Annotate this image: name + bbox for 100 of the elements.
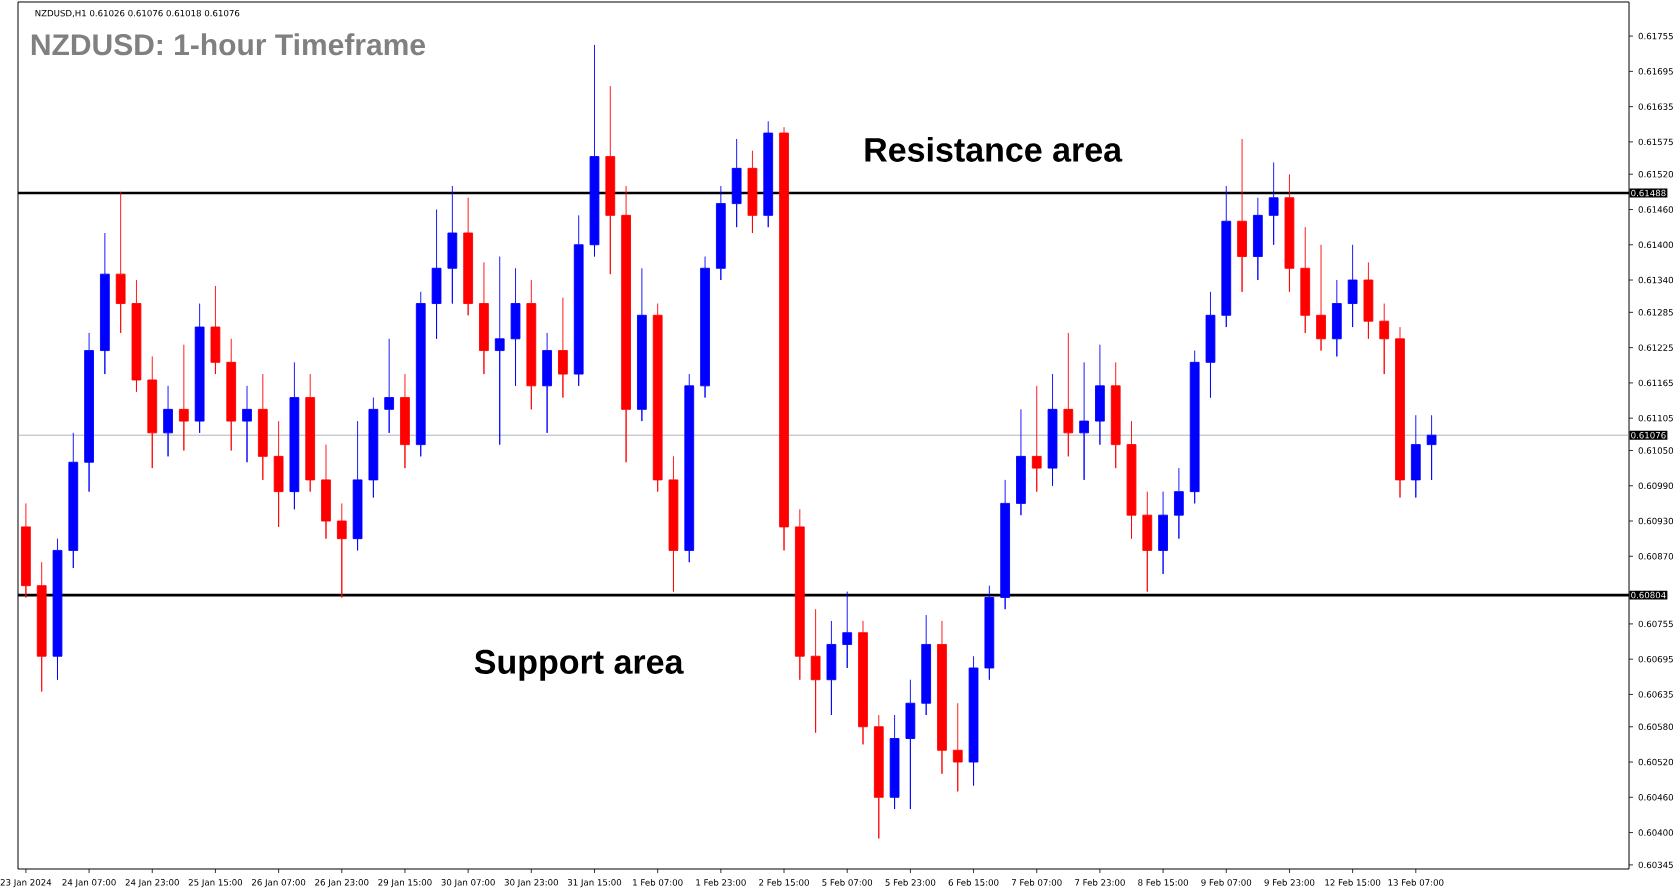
candlestick — [1363, 261, 1374, 340]
candlestick — [542, 332, 552, 434]
x-tick-label: 5 Feb 07:00 — [822, 879, 873, 886]
x-tick-label: 8 Feb 15:00 — [1138, 879, 1188, 886]
candlestick — [952, 702, 963, 792]
candlestick — [747, 150, 758, 234]
y-tick-label: 0.61460 — [1638, 206, 1673, 213]
candlestick — [1110, 361, 1121, 469]
candlestick — [431, 209, 442, 340]
candlestick — [873, 714, 884, 839]
candlestick — [1063, 332, 1074, 457]
candlestick — [1221, 185, 1232, 328]
candlestick — [1316, 244, 1326, 352]
candlestick — [573, 214, 584, 387]
y-tick-label: 0.60460 — [1638, 794, 1673, 801]
candlestick — [400, 373, 410, 469]
y-tick-label: 0.60930 — [1638, 517, 1673, 525]
candlestick — [163, 385, 173, 457]
x-tick-label: 1 Feb 23:00 — [696, 879, 746, 886]
y-tick-label: 0.61225 — [1638, 344, 1673, 351]
candlestick — [305, 373, 316, 493]
x-tick-label: 5 Feb 23:00 — [885, 879, 936, 886]
candlestick — [700, 256, 710, 399]
y-tick-label: 0.61285 — [1638, 309, 1673, 316]
x-tick-label: 6 Feb 15:00 — [948, 879, 999, 886]
y-tick-label: 0.61695 — [1638, 68, 1673, 75]
candlestick — [858, 620, 868, 745]
candlestick — [1095, 344, 1105, 446]
candlestick — [1016, 408, 1026, 516]
x-tick-label: 7 Feb 07:00 — [1011, 879, 1062, 886]
candlestick — [226, 338, 237, 451]
candlestick — [368, 397, 379, 498]
candlestick — [984, 585, 995, 681]
y-tick-label: 0.60695 — [1638, 655, 1673, 663]
x-tick-label: 31 Jan 15:00 — [567, 879, 622, 888]
candlestick — [558, 297, 568, 399]
candlestick — [1284, 173, 1295, 293]
candlestick — [352, 420, 363, 551]
candlestick — [1142, 491, 1153, 593]
x-tick-label: 30 Jan 07:00 — [441, 879, 495, 888]
candlestick — [257, 373, 268, 481]
x-tick-label: 26 Jan 07:00 — [252, 879, 306, 888]
candlestick — [494, 256, 505, 446]
candlestick — [510, 267, 521, 387]
y-tick-label: 0.60990 — [1638, 482, 1673, 490]
candlestick — [1331, 279, 1342, 357]
y-tick-label: 0.60635 — [1638, 691, 1673, 698]
candlestick — [131, 279, 142, 393]
candlestick — [1189, 350, 1200, 504]
candlestick — [336, 502, 347, 598]
x-tick-label: 12 Feb 15:00 — [1325, 879, 1381, 886]
y-tick-label: 0.60870 — [1638, 553, 1673, 560]
candlestick — [1347, 244, 1358, 328]
candlestick — [1205, 291, 1216, 399]
candlestick — [889, 714, 900, 810]
candlestick — [210, 285, 221, 375]
x-tick-label: 7 Feb 23:00 — [1075, 879, 1125, 886]
ref-line-label: 0.61076 — [1631, 431, 1666, 439]
x-tick-label: 24 Jan 07:00 — [62, 879, 116, 888]
candlestick — [794, 508, 805, 681]
candlestick — [652, 303, 663, 493]
candlestick — [289, 361, 300, 510]
annotation: Resistance area — [865, 136, 1123, 162]
x-tick-label: 9 Feb 07:00 — [1201, 879, 1252, 886]
annotation: NZDUSD,H1 0.61026 0.61076 0.61018 0.61076 — [35, 9, 240, 18]
candlestick — [968, 655, 979, 786]
candlestick — [1158, 491, 1168, 575]
candlestick — [1174, 467, 1184, 540]
candlestick — [1079, 361, 1089, 481]
candlestick — [526, 279, 537, 410]
x-tick-label: 2 Feb 15:00 — [759, 879, 809, 886]
candlestick — [826, 620, 837, 716]
candlestick — [479, 261, 489, 375]
candlestick — [937, 620, 947, 775]
candlestick — [447, 185, 458, 304]
candlestick — [178, 344, 189, 451]
candlestick — [68, 432, 79, 569]
candlestick — [1031, 385, 1042, 493]
candlestick — [1000, 479, 1011, 610]
y-tick-label: 0.60755 — [1638, 620, 1673, 628]
candlestick — [605, 85, 616, 275]
candlestick — [668, 455, 679, 593]
annotation: Support area — [474, 649, 684, 681]
candlestick — [273, 420, 284, 528]
candlestick — [115, 191, 126, 334]
candlestick — [242, 385, 252, 463]
candlestick — [1252, 197, 1263, 281]
candlestick — [1237, 138, 1247, 293]
candlestick — [589, 44, 600, 257]
y-tick-label: 0.61755 — [1638, 32, 1673, 40]
y-tick-label: 0.61105 — [1638, 414, 1673, 422]
y-tick-label: 0.60520 — [1638, 758, 1673, 766]
candlestick — [1300, 226, 1311, 334]
y-tick-label: 0.61340 — [1638, 276, 1673, 284]
candlestick — [731, 138, 742, 228]
candlestick — [637, 267, 647, 422]
candlestick — [1426, 414, 1437, 481]
y-tick-label: 0.60400 — [1638, 829, 1673, 836]
candlestick — [1395, 326, 1405, 498]
candlestick — [384, 338, 395, 434]
